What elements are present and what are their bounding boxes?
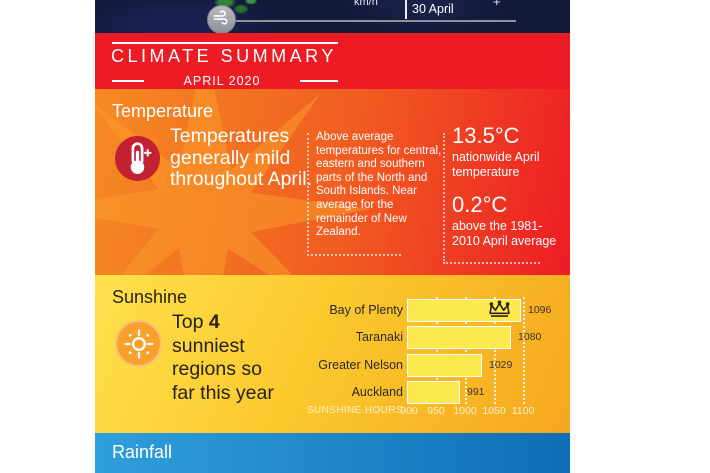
bar-category-label: Taranaki xyxy=(355,330,403,344)
bar-value: 991 xyxy=(467,386,485,398)
sunshine-bar-chart: Bay of Plenty 1096 Taranaki 1080 Greater Nel… xyxy=(305,295,567,430)
crown-icon xyxy=(486,299,513,320)
wind-icon xyxy=(212,8,231,32)
rainfall-heading: Rainfall xyxy=(112,442,173,462)
stat-value: 13.5°C xyxy=(452,123,520,148)
wind-slider-handle[interactable] xyxy=(207,5,236,33)
climate-infographic: km/h 30 April + CLIMATE SUMMARY APRIL 20… xyxy=(95,0,570,473)
x-tick-label: 900 xyxy=(400,405,418,417)
header-band: CLIMATE SUMMARY APRIL 2020 xyxy=(95,33,570,89)
sunshine-section: Sunshine Top 4 sunniest regions so far t… xyxy=(95,275,570,433)
stat-label: nationwide April temperature xyxy=(452,150,540,179)
bar-value: 1029 xyxy=(489,359,513,371)
bar xyxy=(407,381,460,404)
temperature-statement: Temperatures generally mild throughout A… xyxy=(170,125,313,190)
date-label: 30 April xyxy=(412,2,454,16)
gridline xyxy=(465,297,467,404)
temperature-heading: Temperature xyxy=(112,101,214,121)
map-timeline-bar: km/h 30 April + xyxy=(95,0,570,33)
gridline xyxy=(523,297,525,404)
subtitle-dash-left xyxy=(112,80,144,82)
subtitle-row: APRIL 2020 xyxy=(112,74,338,88)
bar-category-label: Auckland xyxy=(351,385,403,399)
timeline-track[interactable] xyxy=(234,20,516,22)
bar-category-label: Greater Nelson xyxy=(318,358,403,372)
speed-unit-label: km/h xyxy=(354,0,378,8)
gridline xyxy=(494,297,496,404)
dotted-divider xyxy=(307,133,309,252)
chart-row: Auckland 991 xyxy=(305,381,567,404)
bar-category-label: Bay of Plenty xyxy=(329,303,403,317)
page-title: CLIMATE SUMMARY xyxy=(111,46,337,66)
thermometer-icon xyxy=(115,136,160,181)
sun-icon xyxy=(115,320,162,367)
chart-row: Taranaki 1080 xyxy=(305,326,567,349)
temperature-section: Temperature Temperatures generally mild … xyxy=(95,89,570,275)
bar xyxy=(407,299,521,322)
rainfall-section: Rainfall xyxy=(95,433,570,473)
bar xyxy=(407,326,511,349)
x-tick-label: 1100 xyxy=(511,405,535,417)
x-tick-label: 1000 xyxy=(453,405,477,417)
sunshine-statement: Top 4 sunniest regions so far this year xyxy=(172,311,274,404)
temperature-stats: 13.5°C nationwide April temperature 0.2°… xyxy=(452,123,564,248)
sunshine-heading: Sunshine xyxy=(112,287,188,307)
bar-value: 1080 xyxy=(518,331,542,343)
dotted-underline xyxy=(443,262,540,264)
date-divider xyxy=(405,0,407,19)
x-tick-label: 950 xyxy=(427,405,445,417)
gridline xyxy=(436,297,438,404)
header-rule xyxy=(112,42,338,44)
chart-row: Bay of Plenty 1096 xyxy=(305,299,567,322)
top-count: 4 xyxy=(208,311,220,333)
plus-icon[interactable]: + xyxy=(493,0,501,9)
temperature-detail: Above average temperatures for central, … xyxy=(316,131,442,239)
bar xyxy=(407,354,482,377)
subtitle-dash-right xyxy=(300,80,338,82)
stat-label: above the 1981-2010 April average xyxy=(452,219,557,248)
chart-row: Greater Nelson 1029 xyxy=(305,354,567,377)
page-subtitle: APRIL 2020 xyxy=(183,74,261,88)
bar-value: 1096 xyxy=(528,304,552,316)
x-tick-label: 1050 xyxy=(482,405,506,417)
stat-value: 0.2°C xyxy=(452,192,508,217)
dotted-underline xyxy=(307,254,401,256)
x-axis-label: SUNSHINE HOURS xyxy=(306,405,403,416)
dotted-divider xyxy=(443,133,445,261)
